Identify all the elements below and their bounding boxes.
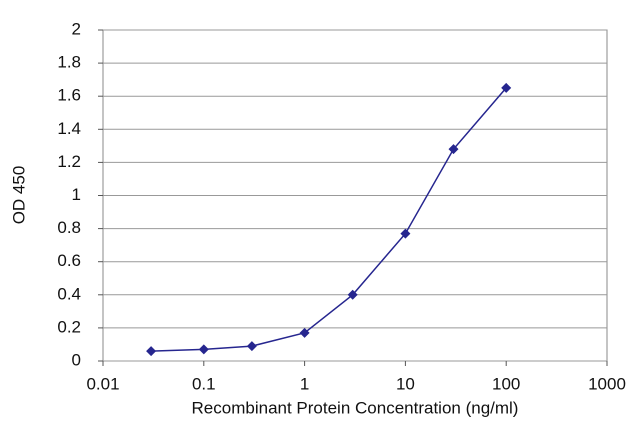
- data-line: [151, 87, 507, 352]
- data-point: [400, 228, 411, 239]
- y-tick-label: 1: [72, 185, 81, 204]
- y-tick-label: 0.6: [57, 251, 81, 270]
- data-point: [146, 346, 157, 357]
- y-tick-label: 1.6: [57, 86, 81, 105]
- data-point: [448, 144, 459, 155]
- x-tick-label: 1000: [588, 374, 626, 393]
- data-point: [299, 327, 310, 338]
- y-tick-label: 1.8: [57, 53, 81, 72]
- y-tick-label: 0: [72, 350, 81, 369]
- x-tick-label: 0.1: [192, 374, 216, 393]
- y-tick-label: 0.4: [57, 284, 81, 303]
- x-tick-label: 100: [492, 374, 520, 393]
- y-tick-label: 1.4: [57, 119, 81, 138]
- y-tick-label: 0.8: [57, 218, 81, 237]
- data-point: [347, 289, 358, 300]
- data-point: [246, 341, 257, 352]
- x-tick-label: 10: [396, 374, 415, 393]
- data-point: [198, 344, 209, 355]
- x-tick-label: 0.01: [86, 374, 119, 393]
- y-tick-label: 1.2: [57, 152, 81, 171]
- y-tick-label: 2: [72, 19, 81, 38]
- y-axis-label: OD 450: [9, 166, 28, 225]
- x-tick-label: 1: [300, 374, 309, 393]
- y-tick-label: 0.2: [57, 317, 81, 336]
- x-axis-label: Recombinant Protein Concentration (ng/ml…: [192, 398, 519, 417]
- data-point: [501, 82, 512, 93]
